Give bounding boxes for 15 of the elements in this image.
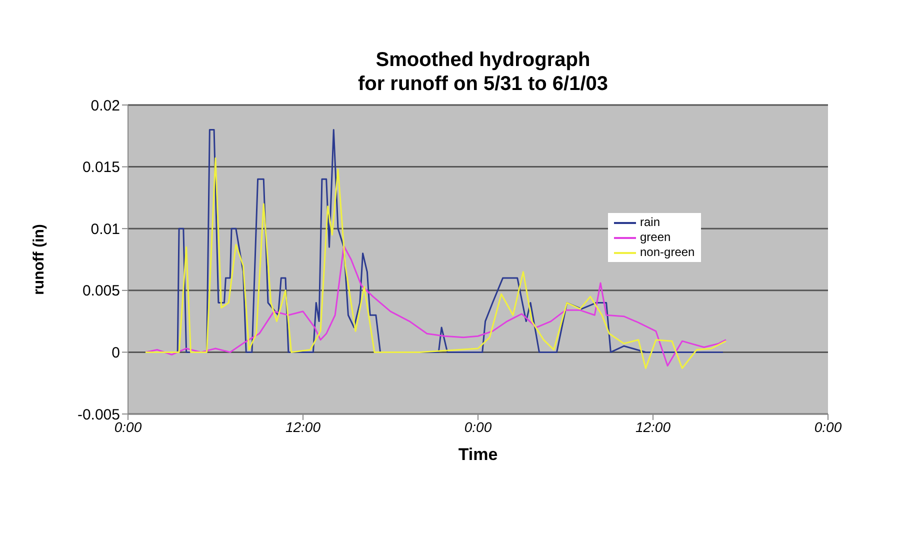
y-tick-label: 0 [112,344,120,362]
x-tick-label: 0:00 [464,418,492,435]
legend-label: rain [640,215,660,230]
x-tick-label: 12:00 [285,418,321,435]
legend-label: non-green [640,245,695,260]
x-tick-label: 0:00 [814,418,842,435]
y-tick-label: 0.015 [82,159,120,176]
x-tick-label: 12:00 [635,418,671,435]
y-tick-label: 0.02 [90,97,120,114]
legend-label: green [640,230,671,245]
x-axis-title: Time [458,445,498,464]
y-tick-label: 0.01 [90,220,120,238]
chart-title: Smoothed hydrograph for runoff on 5/31 to 6/1/03 [356,48,610,96]
y-axis-title: runoff (in) [30,224,48,295]
y-tick-label: 0.005 [82,282,120,300]
